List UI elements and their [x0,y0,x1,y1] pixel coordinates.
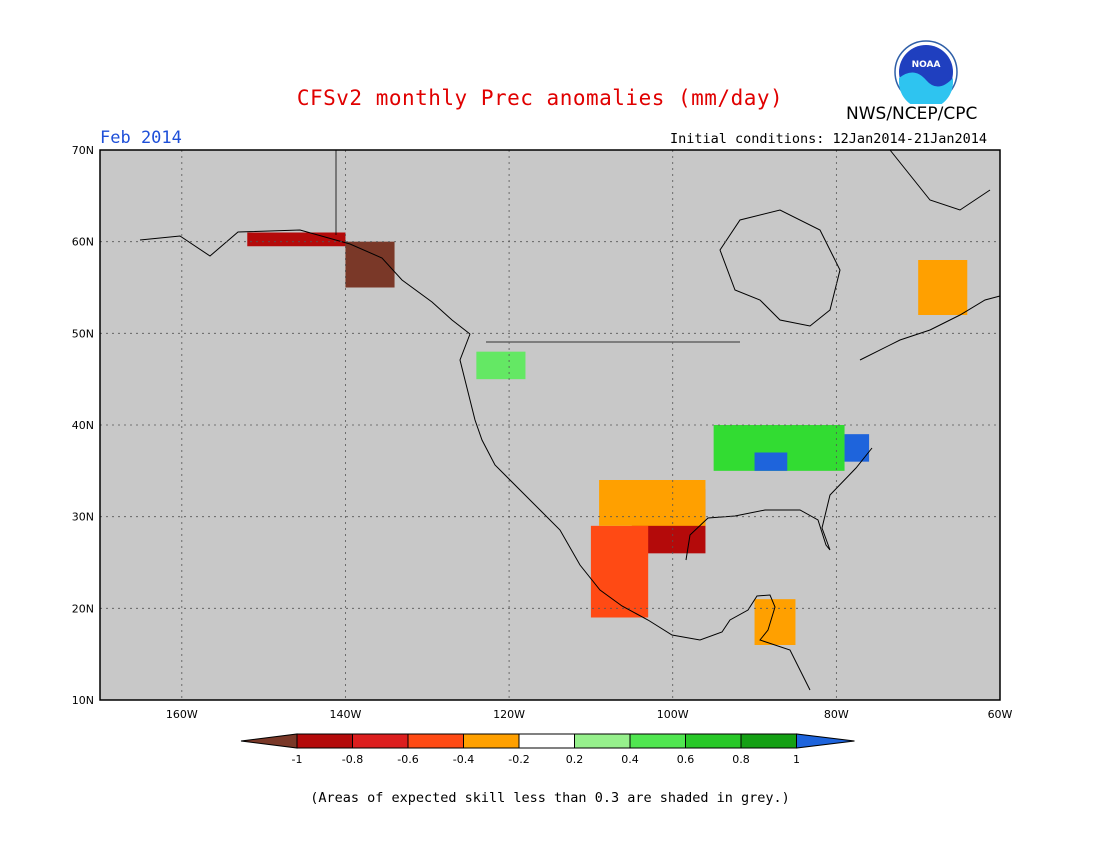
colorbar-bin [685,733,742,749]
lon-tick-label: 80W [824,708,849,721]
alaska-coast-outline [139,229,471,335]
colorbar-label: -0.8 [342,753,363,766]
colorbar-bin [574,733,631,749]
lat-tick-label: 70N [72,144,94,157]
gulf-coast-outline [685,447,873,561]
canada-east-outline [859,295,1001,361]
colorbar-bin [463,733,520,749]
skill-note: (Areas of expected skill less than 0.3 a… [310,790,790,806]
colorbar-bin [518,733,575,749]
agency-label: NWS/NCEP/CPC [846,104,978,124]
noaa-logo: NOAA [894,40,958,104]
anomaly-region [599,480,706,526]
colorbar-bin [740,733,797,749]
lon-tick-label: 160W [166,708,198,721]
lat-tick-label: 20N [72,602,94,615]
colorbar-bin [352,733,409,749]
colorbar-bin [240,733,298,749]
coastline-layer [139,149,1001,691]
lon-tick-label: 140W [330,708,362,721]
lat-tick-label: 60N [72,236,94,249]
hudson-bay-outline [719,209,841,327]
west-coast-outline [459,333,811,691]
colorbar-label: -0.4 [453,753,474,766]
lon-tick-label: 120W [493,708,525,721]
colorbar-label: 0.8 [732,753,750,766]
map-plot-area [99,149,1001,701]
colorbar-label: -0.2 [508,753,529,766]
anomaly-region [590,525,649,618]
lon-tick-label: 100W [657,708,689,721]
colorbar-label: 1 [793,753,800,766]
colorbar-labels: -1 -0.8 -0.6 -0.4 -0.2 0.2 0.4 0.6 0.8 1 [292,753,800,766]
lat-tick-label: 50N [72,327,94,340]
initial-conditions: Initial conditions: 12Jan2014-21Jan2014 [670,131,987,147]
latitude-labels: 10N 20N 30N 40N 50N 60N 70N [72,144,94,707]
colorbar-bin [407,733,464,749]
forecast-period: Feb 2014 [100,128,182,148]
colorbar-bin [796,733,855,749]
colorbar-label: -0.6 [397,753,418,766]
anomaly-region [476,351,526,380]
map-frame [99,149,1001,701]
colorbar-bin [629,733,686,749]
anomaly-region [754,452,788,471]
logo-text: NOAA [912,60,941,70]
lat-tick-label: 40N [72,419,94,432]
anomaly-region [345,241,395,288]
anomaly-region [918,260,968,315]
colorbar-bin [296,733,353,749]
map-title: CFSv2 monthly Prec anomalies (mm/day) [296,86,784,110]
lon-tick-label: 60W [988,708,1013,721]
lat-tick-label: 30N [72,511,94,524]
anomaly-layer [247,232,968,645]
colorbar-label: 0.6 [677,753,695,766]
colorbar-bins [240,733,855,749]
colorbar-label: 0.2 [566,753,584,766]
longitude-labels: 160W 140W 120W 100W 80W 60W [166,708,1013,721]
gridlines [100,150,1000,700]
greenland-tip [889,149,991,211]
lat-tick-label: 10N [72,694,94,707]
colorbar-label: -1 [292,753,303,766]
colorbar-label: 0.4 [621,753,639,766]
